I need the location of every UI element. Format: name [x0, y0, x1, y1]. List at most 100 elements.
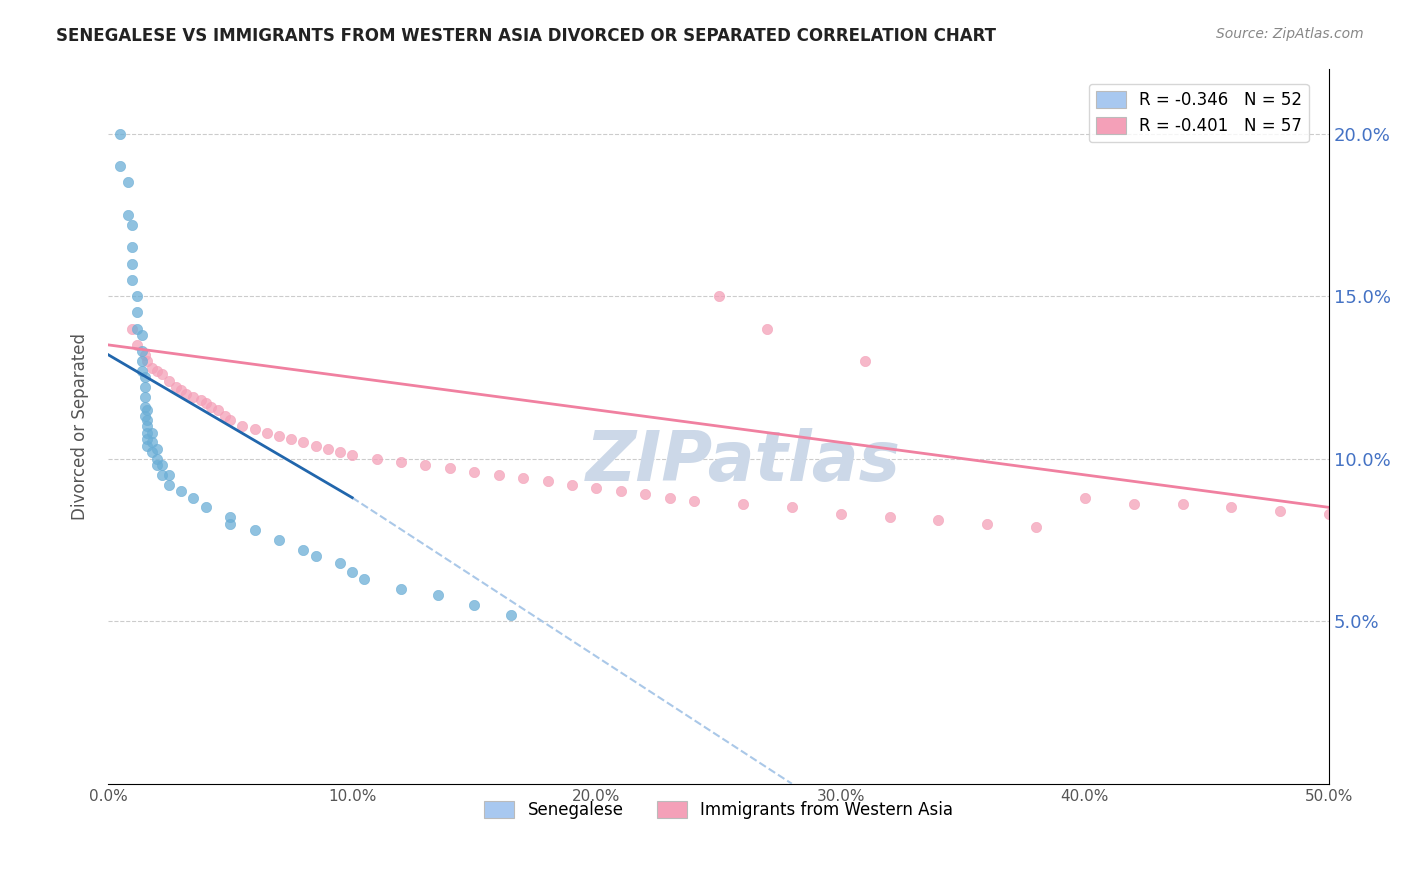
- Point: [267, 429, 290, 443]
- Legend: Senegalese, Immigrants from Western Asia: Senegalese, Immigrants from Western Asia: [478, 794, 960, 825]
- Point: [121, 240, 143, 254]
- Point: [127, 338, 149, 352]
- Point: [219, 516, 242, 531]
- Point: [183, 390, 205, 404]
- Point: [174, 386, 197, 401]
- Point: [415, 458, 437, 472]
- Point: [121, 321, 143, 335]
- Point: [165, 380, 187, 394]
- Point: [157, 467, 180, 482]
- Point: [141, 435, 163, 450]
- Point: [389, 455, 412, 469]
- Point: [146, 458, 169, 472]
- Point: [756, 321, 779, 335]
- Point: [1317, 507, 1340, 521]
- Point: [157, 477, 180, 491]
- Point: [108, 159, 131, 173]
- Point: [170, 484, 193, 499]
- Point: [131, 354, 153, 368]
- Point: [780, 500, 803, 515]
- Point: [1270, 503, 1292, 517]
- Point: [134, 390, 156, 404]
- Point: [536, 475, 558, 489]
- Point: [927, 513, 949, 527]
- Point: [170, 384, 193, 398]
- Point: [121, 218, 143, 232]
- Point: [136, 419, 159, 434]
- Point: [141, 360, 163, 375]
- Point: [488, 467, 510, 482]
- Point: [134, 348, 156, 362]
- Point: [256, 425, 278, 440]
- Point: [219, 510, 242, 524]
- Point: [127, 305, 149, 319]
- Point: [426, 588, 449, 602]
- Point: [150, 458, 173, 472]
- Point: [136, 402, 159, 417]
- Text: Source: ZipAtlas.com: Source: ZipAtlas.com: [1216, 27, 1364, 41]
- Point: [658, 491, 681, 505]
- Point: [190, 393, 212, 408]
- Point: [127, 289, 149, 303]
- Point: [879, 510, 901, 524]
- Point: [134, 380, 156, 394]
- Point: [329, 445, 352, 459]
- Point: [610, 484, 633, 499]
- Point: [150, 367, 173, 381]
- Point: [136, 432, 159, 446]
- Point: [267, 533, 290, 547]
- Point: [683, 494, 706, 508]
- Point: [183, 491, 205, 505]
- Point: [292, 435, 315, 450]
- Point: [117, 175, 139, 189]
- Point: [499, 607, 522, 622]
- Point: [231, 419, 253, 434]
- Point: [141, 445, 163, 459]
- Point: [134, 409, 156, 424]
- Point: [561, 477, 583, 491]
- Point: [1122, 497, 1144, 511]
- Point: [131, 364, 153, 378]
- Point: [157, 374, 180, 388]
- Point: [131, 328, 153, 343]
- Point: [150, 467, 173, 482]
- Point: [214, 409, 236, 424]
- Text: ZIPatlas: ZIPatlas: [585, 428, 900, 495]
- Point: [136, 412, 159, 426]
- Point: [853, 354, 876, 368]
- Point: [304, 439, 326, 453]
- Point: [389, 582, 412, 596]
- Point: [342, 449, 364, 463]
- Point: [134, 400, 156, 414]
- Point: [512, 471, 534, 485]
- Point: [830, 507, 852, 521]
- Point: [366, 451, 388, 466]
- Point: [141, 425, 163, 440]
- Point: [146, 364, 169, 378]
- Point: [316, 442, 339, 456]
- Point: [108, 127, 131, 141]
- Point: [243, 523, 266, 537]
- Point: [1074, 491, 1097, 505]
- Point: [207, 402, 229, 417]
- Point: [463, 465, 485, 479]
- Point: [707, 289, 730, 303]
- Point: [463, 598, 485, 612]
- Point: [585, 481, 607, 495]
- Point: [136, 354, 159, 368]
- Point: [292, 542, 315, 557]
- Point: [976, 516, 998, 531]
- Point: [136, 439, 159, 453]
- Point: [117, 208, 139, 222]
- Point: [121, 273, 143, 287]
- Point: [1171, 497, 1194, 511]
- Point: [219, 412, 242, 426]
- Point: [731, 497, 754, 511]
- Point: [634, 487, 657, 501]
- Point: [329, 556, 352, 570]
- Point: [1025, 520, 1047, 534]
- Point: [146, 442, 169, 456]
- Point: [353, 572, 375, 586]
- Point: [194, 500, 217, 515]
- Point: [243, 422, 266, 436]
